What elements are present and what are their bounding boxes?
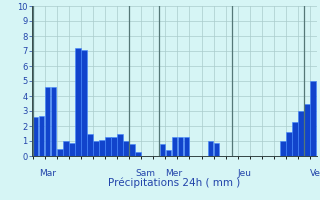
- Bar: [105, 137, 111, 156]
- Text: Ven: Ven: [310, 170, 320, 179]
- Bar: [45, 87, 51, 156]
- Bar: [69, 142, 75, 156]
- Text: Jeu: Jeu: [238, 170, 252, 179]
- Bar: [51, 87, 57, 156]
- Bar: [298, 111, 304, 156]
- Bar: [111, 137, 117, 156]
- Bar: [214, 142, 220, 156]
- Bar: [292, 121, 298, 156]
- Bar: [117, 134, 123, 156]
- Bar: [310, 81, 316, 156]
- Bar: [172, 137, 177, 156]
- Bar: [135, 152, 141, 156]
- Bar: [129, 144, 135, 156]
- Bar: [123, 141, 129, 156]
- X-axis label: Précipitations 24h ( mm ): Précipitations 24h ( mm ): [108, 177, 241, 188]
- Bar: [178, 137, 183, 156]
- Bar: [81, 49, 87, 156]
- Bar: [165, 150, 171, 156]
- Bar: [184, 137, 189, 156]
- Bar: [33, 117, 38, 156]
- Bar: [286, 132, 292, 156]
- Bar: [93, 141, 99, 156]
- Bar: [208, 141, 213, 156]
- Text: Mer: Mer: [165, 170, 182, 179]
- Text: Sam: Sam: [135, 170, 155, 179]
- Bar: [75, 48, 81, 156]
- Bar: [39, 116, 44, 156]
- Bar: [280, 141, 286, 156]
- Bar: [304, 104, 310, 156]
- Bar: [99, 140, 105, 156]
- Bar: [57, 148, 62, 156]
- Bar: [160, 144, 165, 156]
- Text: Mar: Mar: [39, 170, 56, 179]
- Bar: [87, 134, 93, 156]
- Bar: [63, 141, 68, 156]
